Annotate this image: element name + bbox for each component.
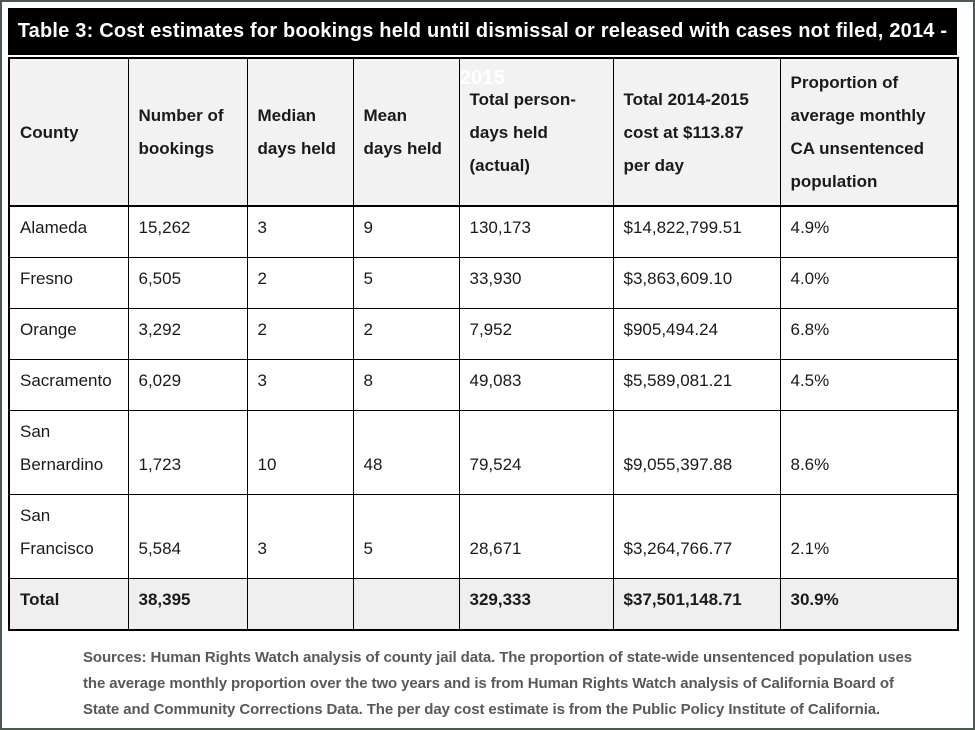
cell-person-days: 49,083 — [458, 359, 614, 411]
cell-bookings: 1,723 — [127, 410, 248, 495]
cell-county: Alameda — [8, 205, 129, 258]
cell-proportion: 6.8% — [779, 308, 959, 360]
cell-proportion: 8.6% — [779, 410, 959, 495]
cell-person-days: 130,173 — [458, 205, 614, 258]
cell-bookings: 5,584 — [127, 494, 248, 579]
cell-median-days: 3 — [246, 359, 354, 411]
table-row-san-bernardino: San Bernardino 1,723 10 48 79,524 $9,055… — [8, 410, 959, 495]
cell-county: Fresno — [8, 257, 129, 309]
cell-median-days: 10 — [246, 410, 354, 495]
cost-table: County Number of bookings Median days he… — [8, 57, 959, 631]
column-header-person-days: Total person-days held (actual) — [458, 57, 614, 207]
cell-mean-days: 5 — [352, 494, 460, 579]
cell-total-cost: $5,589,081.21 — [612, 359, 781, 411]
cell-bookings: 15,262 — [127, 205, 248, 258]
cell-mean-days: 48 — [352, 410, 460, 495]
table-title-bar: Table 3: Cost estimates for bookings hel… — [8, 8, 957, 89]
cell-mean-days: 5 — [352, 257, 460, 309]
cell-median-days: 2 — [246, 257, 354, 309]
cell-proportion: 4.9% — [779, 205, 959, 258]
cell-proportion: 30.9% — [779, 578, 959, 631]
cell-person-days: 33,930 — [458, 257, 614, 309]
cell-total-cost: $9,055,397.88 — [612, 410, 781, 495]
table-header-row: County Number of bookings Median days he… — [8, 57, 959, 207]
column-header-total-cost: Total 2014-2015 cost at $113.87 per day — [612, 57, 781, 207]
cell-county: San Bernardino — [8, 410, 129, 495]
cell-mean-days — [352, 578, 460, 631]
cell-total-cost: $37,501,148.71 — [612, 578, 781, 631]
table-row-orange: Orange 3,292 2 2 7,952 $905,494.24 6.8% — [8, 308, 959, 360]
cell-total-label: Total — [8, 578, 129, 631]
table-row-total: Total 38,395 329,333 $37,501,148.71 30.9… — [8, 578, 959, 631]
cell-median-days: 3 — [246, 494, 354, 579]
table-row-fresno: Fresno 6,505 2 5 33,930 $3,863,609.10 4.… — [8, 257, 959, 309]
cell-mean-days: 2 — [352, 308, 460, 360]
cell-bookings: 6,029 — [127, 359, 248, 411]
cell-mean-days: 8 — [352, 359, 460, 411]
cell-person-days: 79,524 — [458, 410, 614, 495]
cell-person-days: 329,333 — [458, 578, 614, 631]
cell-person-days: 7,952 — [458, 308, 614, 360]
cell-total-cost: $14,822,799.51 — [612, 205, 781, 258]
table-row-sacramento: Sacramento 6,029 3 8 49,083 $5,589,081.2… — [8, 359, 959, 411]
cell-proportion: 4.0% — [779, 257, 959, 309]
cell-bookings: 3,292 — [127, 308, 248, 360]
column-header-median-days: Median days held — [246, 57, 354, 207]
cell-mean-days: 9 — [352, 205, 460, 258]
column-header-proportion: Proportion of average monthly CA unsente… — [779, 57, 959, 207]
cell-county: Sacramento — [8, 359, 129, 411]
cell-bookings: 38,395 — [127, 578, 248, 631]
sources-note: Sources: Human Rights Watch analysis of … — [83, 649, 912, 718]
cell-total-cost: $3,863,609.10 — [612, 257, 781, 309]
column-header-number-bookings: Number of bookings — [127, 57, 248, 207]
column-header-county: County — [8, 57, 129, 207]
document-body: Table 3: Cost estimates for bookings hel… — [8, 8, 967, 723]
cell-total-cost: $3,264,766.77 — [612, 494, 781, 579]
cell-person-days: 28,671 — [458, 494, 614, 579]
table-row-san-francisco: San Francisco 5,584 3 5 28,671 $3,264,76… — [8, 494, 959, 579]
cell-median-days: 2 — [246, 308, 354, 360]
cell-median-days — [246, 578, 354, 631]
cell-total-cost: $905,494.24 — [612, 308, 781, 360]
cell-county: Orange — [8, 308, 129, 360]
cell-proportion: 4.5% — [779, 359, 959, 411]
cell-bookings: 6,505 — [127, 257, 248, 309]
column-header-mean-days: Mean days held — [352, 57, 460, 207]
table-row-alameda: Alameda 15,262 3 9 130,173 $14,822,799.5… — [8, 205, 959, 258]
cell-median-days: 3 — [246, 205, 354, 258]
cell-county: San Francisco — [8, 494, 129, 579]
cell-proportion: 2.1% — [779, 494, 959, 579]
